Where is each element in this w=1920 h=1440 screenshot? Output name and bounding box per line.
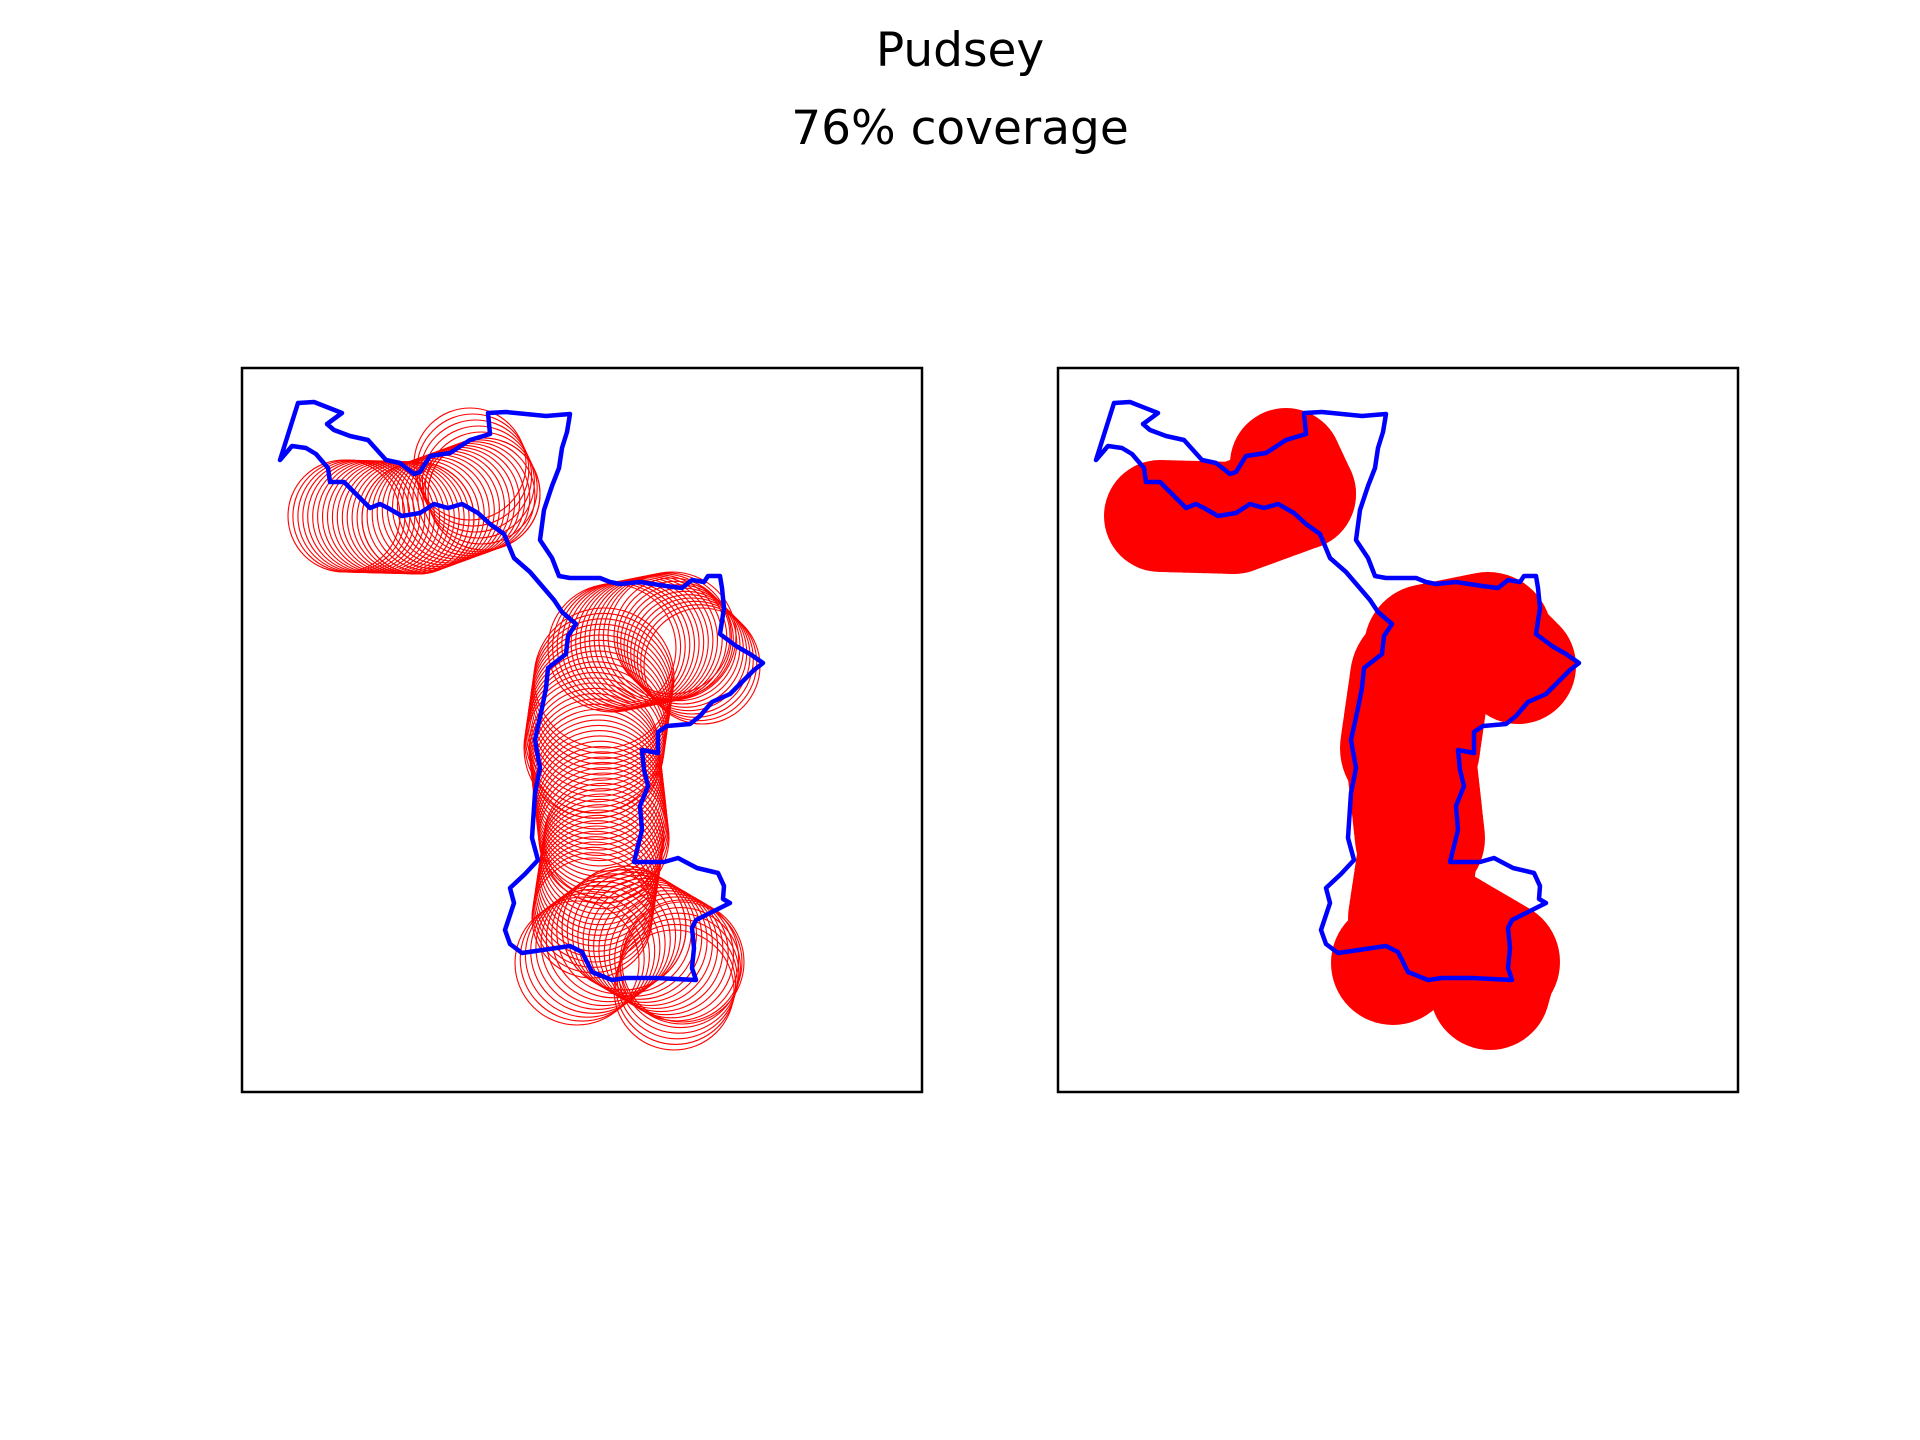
coverage-circle xyxy=(531,857,653,979)
region-boundary xyxy=(277,399,766,983)
coverage-circle xyxy=(421,425,535,539)
map-canvas-right xyxy=(1056,366,1740,1094)
coverage-circles-filled xyxy=(1104,408,1576,1050)
coverage-circle xyxy=(613,929,735,1051)
coverage-circle xyxy=(416,413,530,527)
map-panel-filled-circles xyxy=(1056,366,1740,1094)
coverage-circle xyxy=(561,865,687,991)
region-boundary xyxy=(1093,399,1582,983)
coverage-circle xyxy=(540,881,666,1007)
coverage-circle xyxy=(424,431,538,545)
coverage-circle xyxy=(619,907,741,1029)
coverage-circle xyxy=(577,874,703,1000)
figure-title: Pudsey xyxy=(875,23,1045,78)
coverage-subtitle: 76% coverage xyxy=(791,101,1129,156)
map-panel-outlined-circles xyxy=(240,366,924,1094)
coverage-circle xyxy=(616,580,734,698)
coverage-circle xyxy=(598,887,724,1013)
coverage-circle xyxy=(413,407,527,521)
coverage-circle xyxy=(519,896,645,1022)
coverage-circles-outlined xyxy=(287,407,761,1051)
axes-frame xyxy=(240,366,924,1094)
coverage-circle xyxy=(514,900,640,1026)
axes-frame xyxy=(1056,366,1740,1094)
coverage-circle xyxy=(608,893,735,1019)
coverage-circle xyxy=(551,873,677,999)
coverage-circle xyxy=(412,442,526,557)
coverage-circle xyxy=(535,884,661,1010)
coverage-circle xyxy=(614,896,740,1022)
coverage-circle xyxy=(618,912,740,1034)
coverage-circle xyxy=(1430,930,1550,1050)
coverage-circle xyxy=(417,441,531,555)
coverage-circle xyxy=(603,890,729,1016)
coverage-circle xyxy=(640,604,758,722)
coverage-circle xyxy=(621,901,743,1023)
coverage-circle xyxy=(615,923,737,1045)
coverage-circle xyxy=(419,419,533,533)
coverage-circle xyxy=(620,584,738,702)
map-canvas-left xyxy=(240,366,924,1094)
coverage-circle xyxy=(1230,408,1342,520)
coverage-circle xyxy=(593,883,719,1010)
